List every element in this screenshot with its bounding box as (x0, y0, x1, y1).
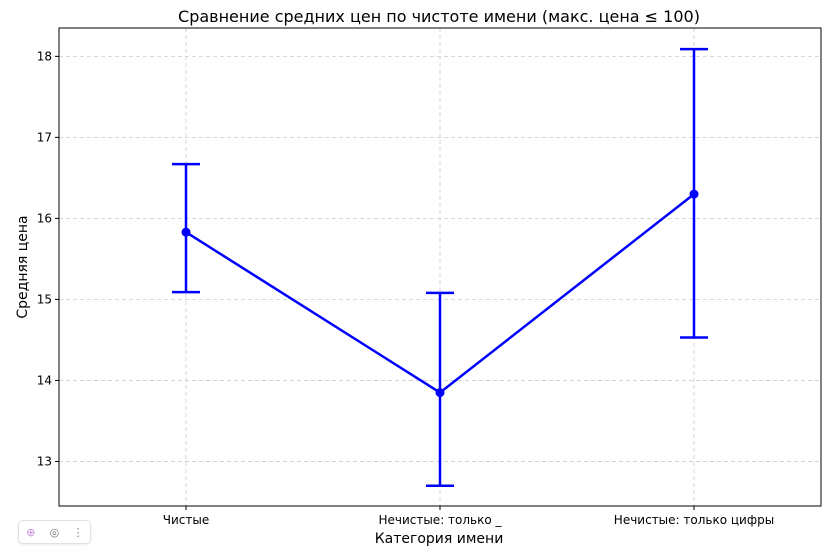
y-tick-label: 14 (37, 373, 52, 387)
x-axis: Чистые Нечистые: только _ Нечистые: только… (163, 506, 774, 527)
ai-sparkle-icon[interactable]: ⊕ (26, 525, 36, 539)
chart-title: Сравнение средних цен по чистоте имени (… (178, 7, 700, 26)
y-tick-label: 17 (37, 130, 52, 144)
x-tick-label: Нечистые: только цифры (614, 513, 774, 527)
figure-toolbar: ⊕ ◎ ⋮ (18, 520, 91, 544)
data-point (435, 388, 445, 398)
series-group (172, 47, 708, 487)
y-tick-label: 18 (37, 49, 52, 63)
more-vert-icon[interactable]: ⋮ (72, 525, 84, 539)
data-point (689, 189, 699, 199)
x-tick-label: Чистые (163, 513, 209, 527)
y-axis-label: Средняя цена (15, 215, 31, 318)
y-tick-label: 16 (37, 211, 52, 225)
y-axis: 13 14 15 16 17 18 (37, 49, 59, 468)
data-point (181, 227, 191, 237)
y-tick-label: 15 (37, 292, 52, 306)
x-tick-label: Нечистые: только _ (378, 513, 502, 527)
camera-icon[interactable]: ◎ (49, 525, 60, 539)
y-tick-label: 13 (37, 454, 52, 468)
x-axis-label: Категория имени (375, 531, 504, 547)
